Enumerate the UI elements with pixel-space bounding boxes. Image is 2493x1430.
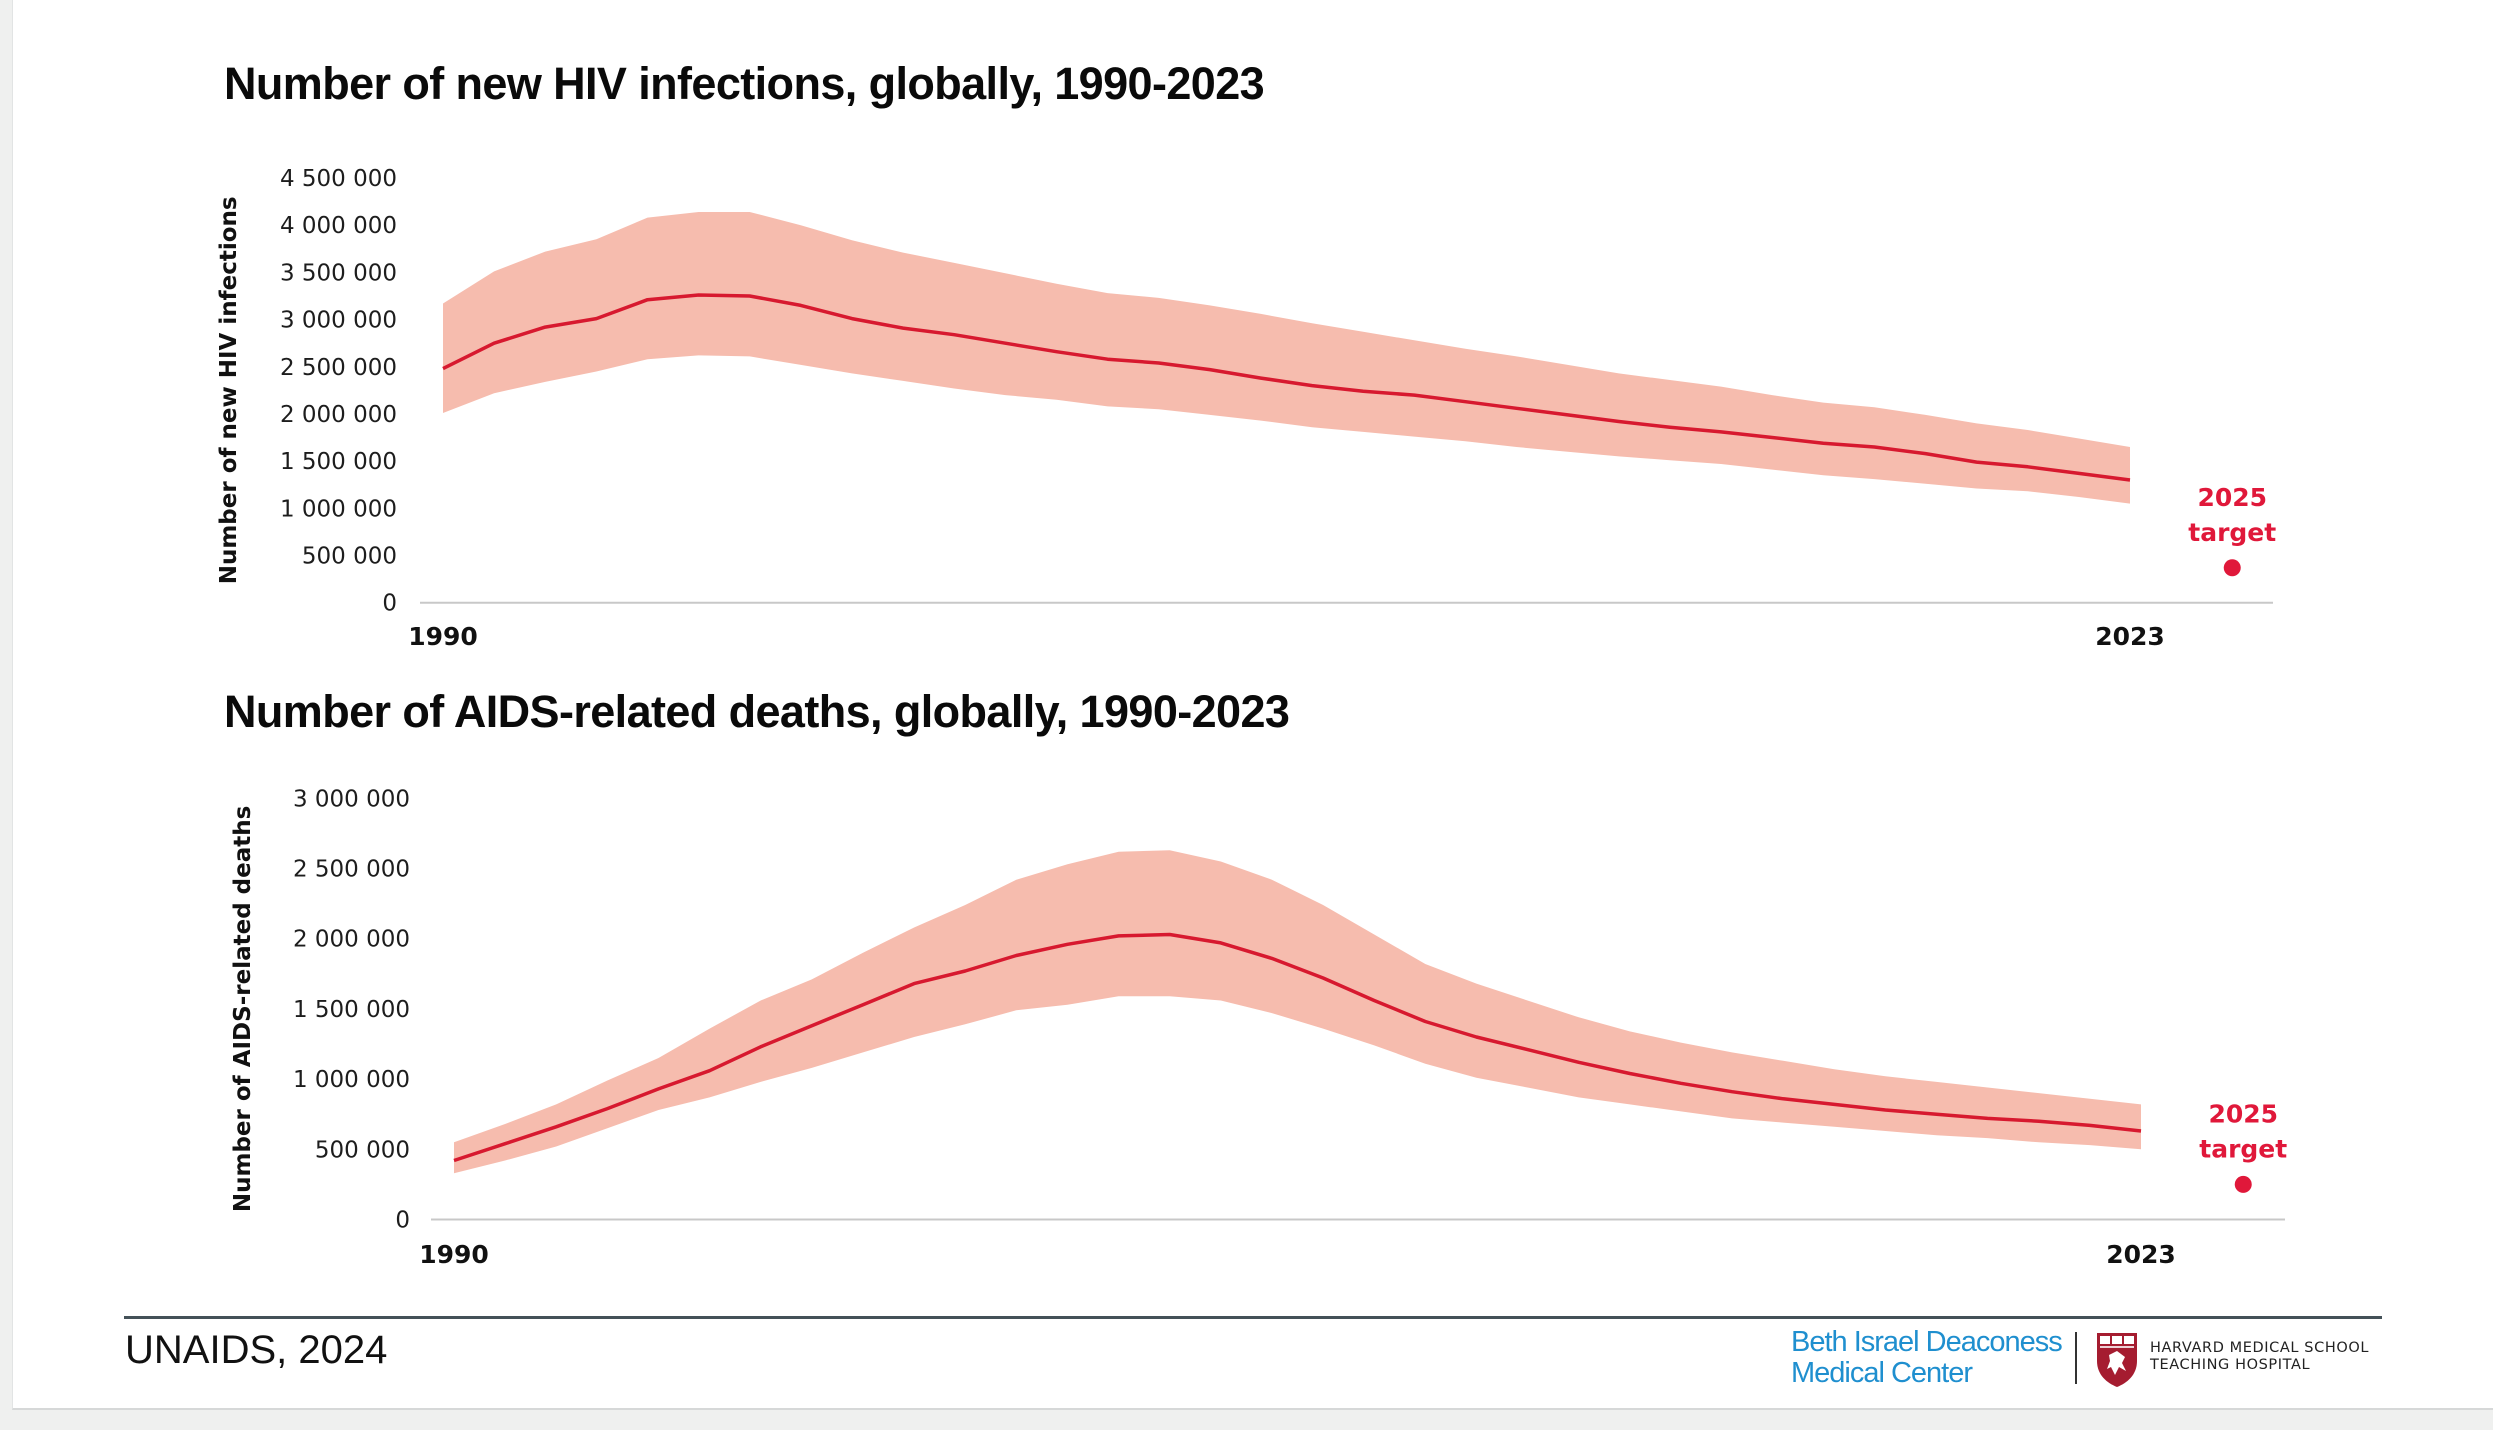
hms-line1: HARVARD MEDICAL SCHOOL (2150, 1340, 2370, 1356)
infections-x-tick-label: 2023 (2095, 622, 2165, 651)
infections-y-tick-label: 1 500 000 (280, 449, 397, 475)
chart-title-new-infections: Number of new HIV infections, globally, … (224, 58, 1265, 109)
deaths-x-tick-label: 2023 (2106, 1240, 2176, 1269)
deaths-estimate-line (453, 932, 2142, 1163)
infections-y-tick-label: 2 500 000 (280, 355, 397, 381)
deaths-y-tick-label: 1 500 000 (293, 997, 410, 1023)
infections-y-tick-label: 4 500 000 (280, 166, 397, 192)
footer-divider (124, 1316, 2382, 1319)
infections-x-tick-label: 1990 (408, 622, 478, 651)
deaths-uncertainty-band (454, 850, 2141, 1174)
infections-y-tick-label: 3 000 000 (280, 308, 397, 334)
infections-target-label-text: target (2188, 518, 2276, 547)
chart-title-aids-deaths: Number of AIDS-related deaths, globally,… (224, 686, 1290, 737)
infections-y-tick-label: 3 500 000 (280, 260, 397, 286)
deaths-y-tick-label: 3 000 000 (293, 786, 410, 812)
bidmc-logo: Beth Israel Deaconess Medical Center (1791, 1326, 2063, 1389)
deaths-y-tick-label: 2 000 000 (293, 927, 410, 953)
bidmc-logo-line2: Medical Center (1791, 1357, 1973, 1389)
deaths-y-tick-label: 0 (395, 1208, 410, 1234)
bidmc-logo-line1: Beth Israel Deaconess (1791, 1326, 2063, 1358)
infections-target-point (2223, 559, 2241, 577)
infections-y-tick-label: 0 (382, 591, 397, 617)
infections-y-tick-label: 4 000 000 (280, 213, 397, 239)
deaths-y-tick-label: 500 000 (315, 1137, 410, 1163)
deaths-x-tick-label: 1990 (419, 1240, 489, 1269)
infections-estimate-line (442, 293, 2131, 482)
logo-divider (2075, 1332, 2077, 1384)
source-citation: UNAIDS, 2024 (125, 1328, 388, 1372)
hms-line2: TEACHING HOSPITAL (2150, 1357, 2311, 1373)
infections-y-tick-label: 500 000 (302, 544, 397, 570)
harvard-shield-icon (2097, 1333, 2137, 1387)
deaths-y-tick-label: 2 500 000 (293, 857, 410, 883)
infections-target-label-year: 2025 (2197, 483, 2267, 512)
deaths-y-tick-label: 1 000 000 (293, 1067, 410, 1093)
deaths-target-label-year: 2025 (2208, 1099, 2278, 1128)
infections-y-axis-title: Number of new HIV infections (216, 196, 242, 584)
infections-uncertainty-band (443, 212, 2130, 504)
slide: Number of new HIV infections, globally, … (12, 0, 2493, 1410)
deaths-target-point (2234, 1175, 2252, 1193)
deaths-y-axis-title: Number of AIDS-related deaths (230, 806, 256, 1212)
hms-teaching-hospital-logo: HARVARD MEDICAL SCHOOL TEACHING HOSPITAL (2150, 1340, 2369, 1374)
infections-y-tick-label: 2 000 000 (280, 402, 397, 428)
infections-y-tick-label: 1 000 000 (280, 496, 397, 522)
deaths-target-label-text: target (2199, 1134, 2287, 1163)
